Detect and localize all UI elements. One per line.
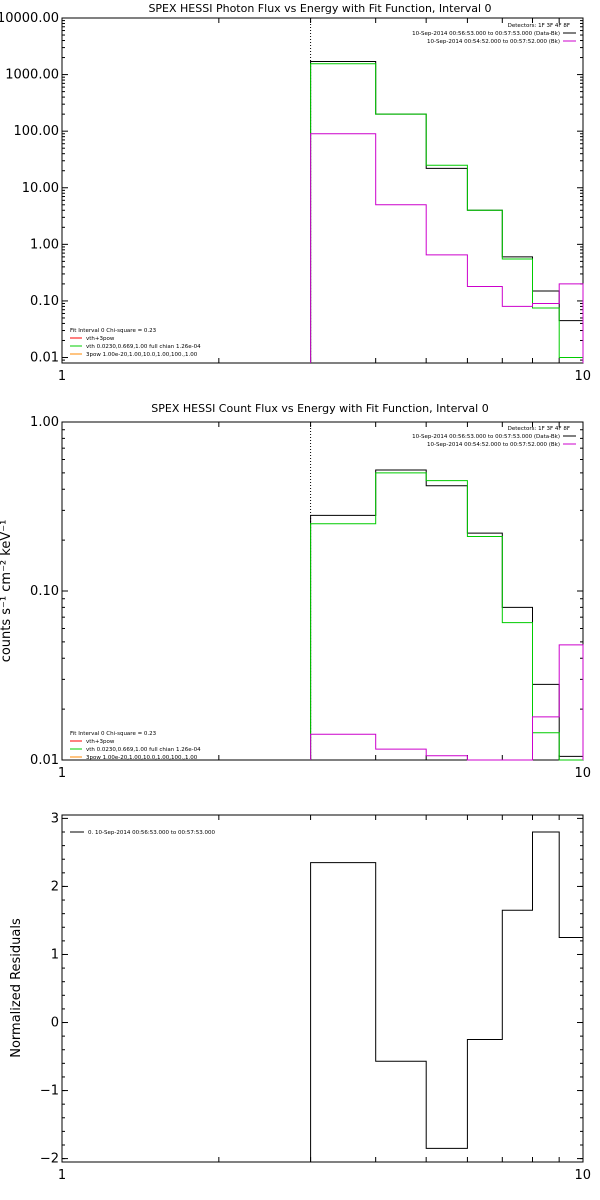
y-tick-label: 0.10	[30, 584, 59, 599]
y-tick-label: 10000.00	[0, 11, 59, 26]
x-tick-label: 10	[574, 369, 591, 384]
count-flux-panel: SPEX HESSI Count Flux vs Energy with Fit…	[0, 402, 591, 781]
y-tick-label: −1	[40, 1084, 59, 1099]
legend-3pow-2: 3pow 1.00e-20,1.00,10.0,1.00,100.,1.00	[86, 755, 198, 761]
residuals-legend: 0. 10-Sep-2014 00:56:53.000 to 00:57:53.…	[70, 830, 215, 836]
x-tick-label: 10	[574, 766, 591, 781]
series-step-line	[310, 831, 583, 1162]
photon-flux-panel: SPEX HESSI Photon Flux vs Energy with Fi…	[0, 2, 591, 384]
series-step-line	[310, 644, 584, 761]
residuals-y-ticks: 3 2 1 0 −1 −2	[40, 811, 583, 1167]
residuals-y-axis-label: Normalized Residuals	[9, 918, 24, 1058]
residuals-plot-frame	[61, 814, 584, 1163]
legend-data-bk-2: 10-Sep-2014 00:56:53.000 to 00:57:53.000…	[412, 434, 560, 440]
legend-bk-2: 10-Sep-2014 00:54:52.000 to 00:57:52.000…	[427, 442, 560, 448]
y-tick-label: 0.01	[30, 351, 59, 366]
x-tick-label: 10	[574, 1168, 591, 1183]
photon-flux-title: SPEX HESSI Photon Flux vs Energy with Fi…	[148, 2, 491, 15]
count-flux-x-ticks: 1 10	[58, 422, 591, 781]
y-tick-label: 0.01	[30, 753, 59, 768]
photon-flux-series	[310, 18, 584, 363]
count-flux-series	[310, 422, 584, 761]
count-flux-legend-top: Detectors: 1F 3F 4F 8F 10-Sep-2014 00:56…	[412, 426, 576, 448]
y-tick-label: 1.00	[30, 237, 59, 252]
y-tick-label: 10.00	[22, 181, 59, 196]
legend-bk: 10-Sep-2014 00:54:52.000 to 00:57:52.000…	[427, 39, 560, 45]
residuals-series	[310, 831, 583, 1162]
photon-flux-legend-top: Detectors: 1F 3F 4F 8F 10-Sep-2014 00:56…	[412, 23, 576, 45]
y-tick-label: 1	[51, 947, 59, 962]
legend-detectors: Detectors: 1F 3F 4F 8F	[508, 23, 570, 29]
count-flux-plot-frame	[61, 421, 584, 761]
count-flux-y-axis-label: counts s⁻¹ cm⁻² keV⁻¹	[0, 520, 14, 663]
y-tick-label: 1000.00	[5, 68, 59, 83]
residuals-legend-label: 0. 10-Sep-2014 00:56:53.000 to 00:57:53.…	[88, 830, 215, 836]
legend-fit-interval-2: Fit Interval 0 Chi-square = 0.23	[70, 731, 157, 737]
legend-vth3pow-2: vth+3pow	[86, 739, 115, 745]
photon-flux-plot-frame	[61, 17, 584, 364]
y-tick-label: 1.00	[30, 415, 59, 430]
photon-flux-legend-bottom: Fit Interval 0 Chi-square = 0.23 vth+3po…	[70, 328, 201, 358]
y-tick-label: 3	[51, 811, 59, 826]
x-tick-label: 1	[58, 1168, 66, 1183]
y-tick-label: −2	[40, 1152, 59, 1167]
legend-fit-interval: Fit Interval 0 Chi-square = 0.23	[70, 328, 157, 334]
y-tick-label: 100.00	[14, 124, 60, 139]
y-tick-label: 2	[51, 879, 59, 894]
x-tick-label: 1	[58, 766, 66, 781]
legend-vth: vth 0.0230,0.669,1.00 full chian 1.26e-0…	[86, 344, 201, 350]
legend-vth3pow: vth+3pow	[86, 336, 115, 342]
legend-data-bk: 10-Sep-2014 00:56:53.000 to 00:57:53.000…	[412, 31, 560, 37]
legend-detectors-2: Detectors: 1F 3F 4F 8F	[508, 426, 570, 432]
count-flux-y-ticks: 1.00 0.10 0.01	[30, 415, 583, 768]
count-flux-legend-bottom: Fit Interval 0 Chi-square = 0.23 vth+3po…	[70, 731, 201, 761]
x-tick-label: 1	[58, 369, 66, 384]
residuals-x-ticks: 1 10	[58, 815, 591, 1183]
legend-vth-2: vth 0.0230,0.669,1.00 full chian 1.26e-0…	[86, 747, 201, 753]
series-step-line	[310, 472, 583, 761]
series-step-line	[310, 63, 584, 363]
legend-3pow: 3pow 1.00e-20,1.00,10.0,1.00,100.,1.00	[86, 352, 198, 358]
series-step-line	[310, 133, 584, 363]
y-tick-label: 0	[51, 1016, 59, 1031]
y-tick-label: 0.10	[30, 294, 59, 309]
series-step-line	[310, 61, 584, 363]
count-flux-title: SPEX HESSI Count Flux vs Energy with Fit…	[151, 402, 488, 415]
photon-flux-y-ticks: 10000.00 1000.00 100.00 10.00 1.00 0.10 0.01	[0, 11, 583, 366]
